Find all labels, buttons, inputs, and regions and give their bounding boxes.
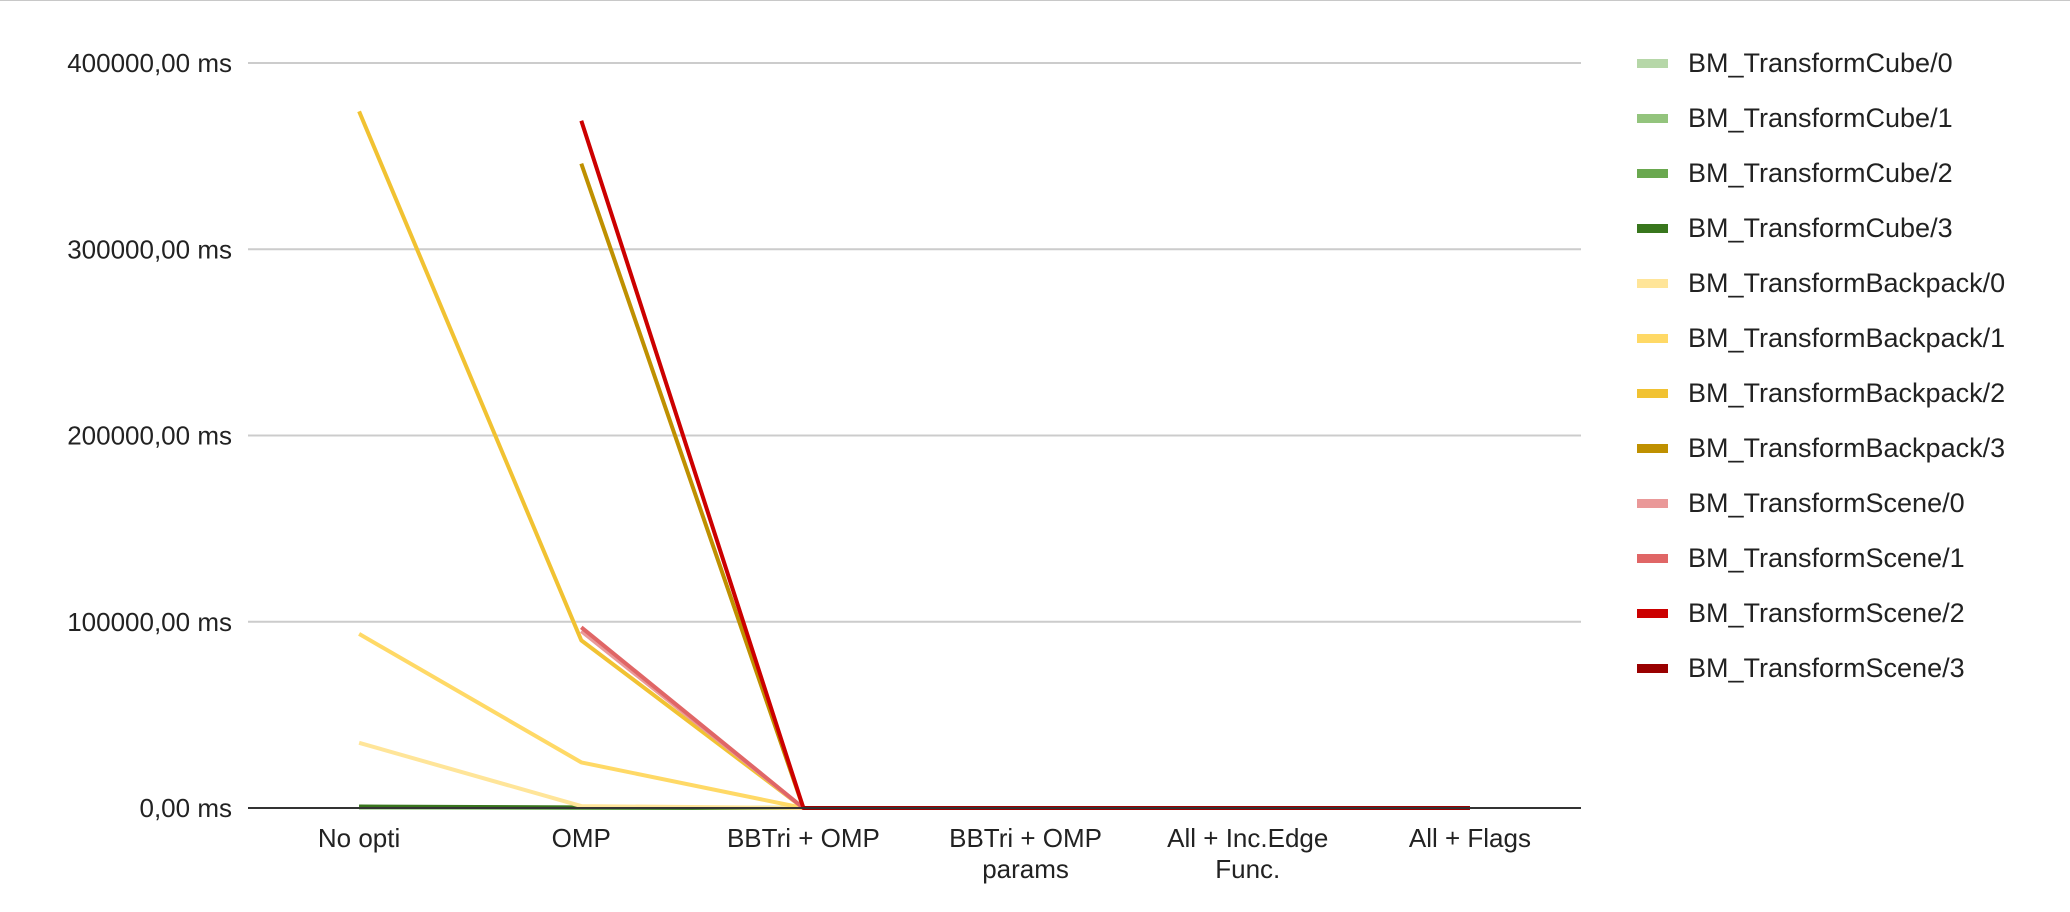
- legend-label: BM_TransformCube/1: [1688, 103, 1953, 133]
- legend-swatch: [1637, 499, 1668, 508]
- top-border: [0, 0, 2070, 1]
- legend-label: BM_TransformScene/2: [1688, 598, 1965, 628]
- x-tick-label: BBTri + OMP: [727, 823, 880, 853]
- legend-swatch: [1637, 444, 1668, 453]
- legend-swatch: [1637, 554, 1668, 563]
- x-tick-label: No opti: [318, 823, 400, 853]
- y-axis-tick-labels: 0,00 ms 100000,00 ms 200000,00 ms 300000,00…: [67, 48, 232, 823]
- x-axis-tick-labels: No opti OMP BBTri + OMP BBTri + OMP paramsAl…: [318, 823, 1531, 884]
- legend-label: BM_TransformBackpack/2: [1688, 378, 2005, 408]
- y-tick-label: 100000,00 ms: [67, 607, 232, 637]
- legend-label: BM_TransformScene/3: [1688, 653, 1965, 683]
- legend-swatch: [1637, 609, 1668, 618]
- legend-swatch: [1637, 169, 1668, 178]
- x-tick-label: All + Inc.Edge Func.: [1167, 823, 1328, 884]
- x-tick-label: BBTri + OMP params: [949, 823, 1102, 884]
- legend-swatch: [1637, 224, 1668, 233]
- x-tick-label-line: BBTri + OMP: [727, 823, 880, 853]
- legend-label: BM_TransformBackpack/3: [1688, 433, 2005, 463]
- legend: BM_TransformCube/0 BM_TransformCube/1 BM_T…: [1637, 48, 2005, 683]
- legend-swatch: [1637, 664, 1668, 673]
- series-line: [579, 162, 1470, 810]
- x-tick-label: OMP: [552, 823, 611, 853]
- x-tick-label-line: BBTri + OMP: [949, 823, 1102, 853]
- y-tick-label: 200000,00 ms: [67, 421, 232, 451]
- legend-label: BM_TransformCube/3: [1688, 213, 1953, 243]
- y-tick-label: 400000,00 ms: [67, 48, 232, 78]
- series-line: [358, 632, 1470, 810]
- series-line: [580, 625, 1470, 810]
- gridlines: [248, 62, 1581, 623]
- legend-label: BM_TransformScene/0: [1688, 488, 1965, 518]
- series-line: [580, 629, 1470, 810]
- series-lines: [357, 110, 1470, 810]
- legend-label: BM_TransformBackpack/0: [1688, 268, 2005, 298]
- legend-label: BM_TransformBackpack/1: [1688, 323, 2005, 353]
- legend-swatch: [1637, 334, 1668, 343]
- legend-swatch: [1637, 114, 1668, 123]
- series-line: [358, 740, 1470, 810]
- series-line: [579, 120, 1470, 810]
- y-tick-label: 0,00 ms: [140, 793, 233, 823]
- x-tick-label: All + Flags: [1409, 823, 1531, 853]
- y-tick-label: 300000,00 ms: [67, 234, 232, 264]
- x-tick-label-line: No opti: [318, 823, 400, 853]
- series-line: [357, 110, 1470, 810]
- legend-swatch: [1637, 389, 1668, 398]
- legend-swatch: [1637, 279, 1668, 288]
- x-tick-label-line: All + Flags: [1409, 823, 1531, 853]
- x-tick-label-line: OMP: [552, 823, 611, 853]
- x-tick-label-line: Func.: [1215, 854, 1280, 884]
- legend-label: BM_TransformCube/2: [1688, 158, 1953, 188]
- legend-label: BM_TransformCube/0: [1688, 48, 1953, 78]
- legend-swatch: [1637, 59, 1668, 68]
- x-tick-label-line: params: [982, 854, 1069, 884]
- legend-label: BM_TransformScene/1: [1688, 543, 1965, 573]
- x-tick-label-line: All + Inc.Edge: [1167, 823, 1328, 853]
